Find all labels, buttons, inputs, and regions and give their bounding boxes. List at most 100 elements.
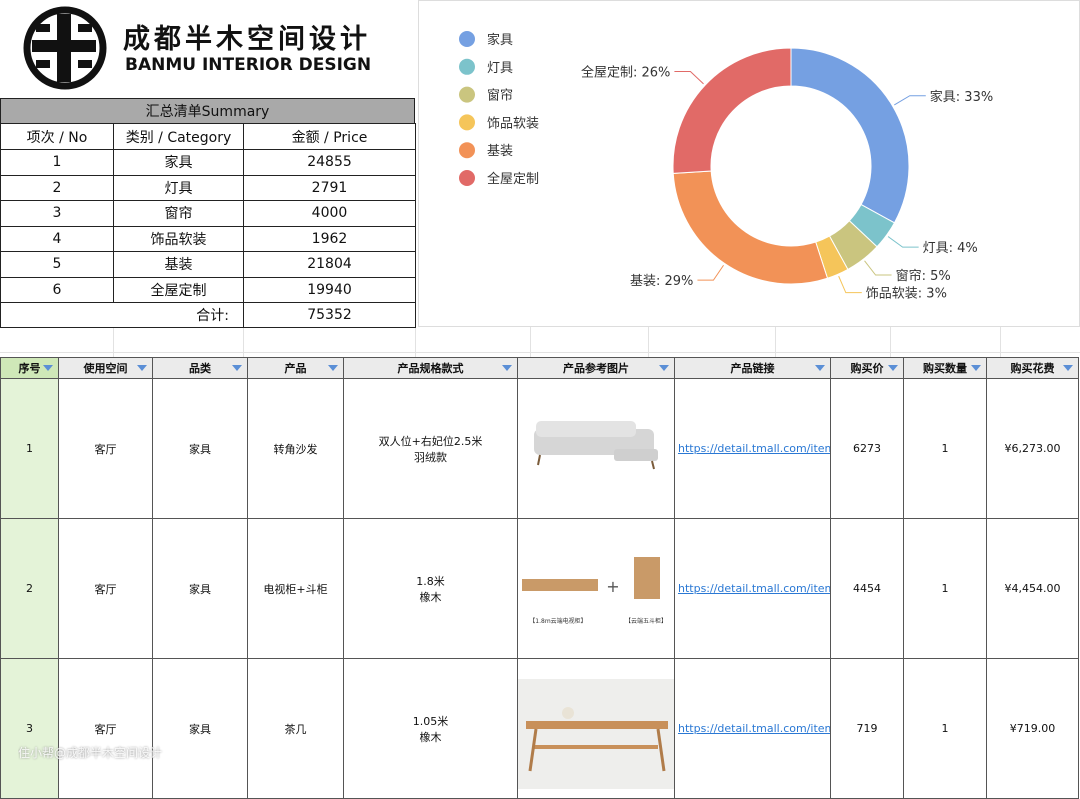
detail-link[interactable]: https://detail.tmall.com/item. bbox=[674, 518, 831, 659]
summary-cell: 24855 bbox=[243, 149, 416, 176]
detail-qty: 1 bbox=[903, 658, 987, 799]
filter-icon[interactable] bbox=[232, 365, 242, 371]
summary-cell: 基装 bbox=[113, 251, 244, 278]
detail-no: 3 bbox=[0, 658, 59, 799]
brand-cn: 成都半木空间设计 bbox=[123, 23, 371, 55]
sheet-grid bbox=[243, 327, 244, 357]
slice-label: 基装: 29% bbox=[630, 274, 693, 289]
legend-swatch bbox=[459, 170, 475, 186]
spec-line: 1.8米 bbox=[416, 574, 445, 588]
filter-icon[interactable] bbox=[328, 365, 338, 371]
logo-stroke bbox=[78, 60, 92, 68]
slice-label: 窗帘: 5% bbox=[896, 268, 951, 284]
image-shape: 【云端五斗柜】 bbox=[625, 617, 667, 625]
image-shape bbox=[614, 449, 658, 461]
image-shape bbox=[634, 557, 660, 599]
slice bbox=[790, 47, 910, 224]
detail-cost: ¥4,454.00 bbox=[986, 518, 1079, 659]
summary-cell: 饰品软装 bbox=[113, 225, 244, 252]
chart: 家具: 33% 灯具: 4% 窗帘: 5% 饰品软装: 3% 基装: 29% 全屋定制: … bbox=[418, 0, 1080, 327]
summary-cell: 灯具 bbox=[113, 174, 244, 201]
summary-cell: 4 bbox=[0, 225, 114, 252]
summary-cell: 21804 bbox=[243, 251, 416, 278]
image-shape bbox=[528, 728, 538, 772]
summary-title: 汇总清单Summary bbox=[0, 98, 415, 124]
summary-header: 项次 / No bbox=[0, 123, 114, 150]
summary-cell: 19940 bbox=[243, 276, 416, 303]
logo: 成都半木空间设计 BANMU INTERIOR DESIGN bbox=[23, 6, 371, 90]
brand-en: BANMU INTERIOR DESIGN bbox=[125, 55, 371, 75]
filter-icon[interactable] bbox=[659, 365, 669, 371]
filter-icon[interactable] bbox=[815, 365, 825, 371]
summary-cell: 5 bbox=[0, 251, 114, 278]
image-shape bbox=[522, 579, 598, 591]
detail-space: 客厅 bbox=[58, 378, 153, 519]
legend-swatch bbox=[459, 142, 475, 159]
detail-header: 购买数量 bbox=[903, 357, 987, 379]
logo-stroke bbox=[36, 60, 50, 68]
detail-spec: 双人位+右妃位2.5米 羽绒款 bbox=[343, 378, 518, 519]
detail-type: 家具 bbox=[152, 658, 248, 799]
logo-stroke bbox=[36, 24, 50, 32]
image-shape bbox=[651, 460, 655, 470]
detail-cost: ¥6,273.00 bbox=[986, 378, 1079, 519]
detail-header: 购买价 bbox=[830, 357, 904, 379]
legend-label: 基装 bbox=[487, 144, 513, 159]
watermark: 住小帮@成都半木空间设计 bbox=[18, 745, 163, 760]
image-shape bbox=[656, 728, 666, 772]
summary-header: 金额 / Price bbox=[243, 123, 416, 150]
sheet-grid bbox=[113, 327, 114, 357]
spec-line: 羽绒款 bbox=[414, 450, 447, 464]
image-shape: 【1.8m云端电视柜】 bbox=[529, 617, 586, 625]
detail-link[interactable]: https://detail.tmall.com/item. bbox=[674, 658, 831, 799]
filter-icon[interactable] bbox=[43, 365, 53, 371]
detail-cost: ¥719.00 bbox=[986, 658, 1079, 799]
summary-cell: 1962 bbox=[243, 225, 416, 252]
detail-header: 产品链接 bbox=[674, 357, 831, 379]
filter-icon[interactable] bbox=[137, 365, 147, 371]
slice-label: 灯具: 4% bbox=[923, 241, 978, 256]
spec-line: 1.05米 bbox=[412, 714, 449, 728]
summary-cell: 家具 bbox=[113, 149, 244, 176]
spec-line: 橡木 bbox=[419, 730, 442, 744]
legend-label: 全屋定制 bbox=[487, 171, 539, 187]
detail-header: 序号 bbox=[0, 357, 59, 379]
legend-label: 饰品软装 bbox=[487, 116, 539, 131]
leader-line bbox=[697, 264, 724, 281]
legend-label: 灯具 bbox=[487, 61, 513, 76]
sheet-grid bbox=[890, 327, 891, 357]
detail-link[interactable]: https://detail.tmall.com/item. bbox=[674, 378, 831, 519]
detail-spec: 1.8米橡木 bbox=[343, 518, 518, 659]
image-shape bbox=[534, 745, 658, 749]
filter-icon[interactable] bbox=[1063, 365, 1073, 371]
detail-space: 客厅 bbox=[58, 518, 153, 659]
filter-icon[interactable] bbox=[888, 365, 898, 371]
detail-header: 购买花费 bbox=[986, 357, 1079, 379]
summary-total: 75352 bbox=[243, 302, 416, 328]
legend-swatch bbox=[459, 58, 475, 75]
legend-swatch bbox=[459, 86, 475, 103]
image-shape bbox=[526, 721, 668, 729]
detail-spec: 1.05米橡木 bbox=[343, 658, 518, 799]
summary-cell: 窗帘 bbox=[113, 200, 244, 227]
filter-icon[interactable] bbox=[971, 365, 981, 371]
image-shape bbox=[537, 454, 541, 466]
detail-no: 1 bbox=[0, 378, 59, 519]
detail-type: 家具 bbox=[152, 518, 248, 659]
detail-header: 产品规格款式 bbox=[343, 357, 518, 379]
summary-cell: 3 bbox=[0, 200, 114, 227]
detail-qty: 1 bbox=[903, 518, 987, 659]
detail-product: 电视柜+斗柜 bbox=[247, 518, 344, 659]
summary-cell: 全屋定制 bbox=[113, 276, 244, 303]
detail-no: 2 bbox=[0, 518, 59, 659]
summary-cell: 1 bbox=[0, 149, 114, 176]
filter-icon[interactable] bbox=[502, 365, 512, 371]
logo-ring bbox=[23, 6, 107, 90]
summary-cell: 4000 bbox=[243, 200, 416, 227]
sheet-grid bbox=[648, 327, 649, 357]
product-image: + 【1.8m云端电视柜】 【云端五斗柜】 bbox=[522, 557, 667, 625]
spec-line: 橡木 bbox=[419, 590, 442, 604]
detail-image: + 【1.8m云端电视柜】 【云端五斗柜】 bbox=[517, 518, 675, 659]
detail-space: 客厅 bbox=[58, 658, 153, 799]
leader-line bbox=[838, 275, 862, 294]
